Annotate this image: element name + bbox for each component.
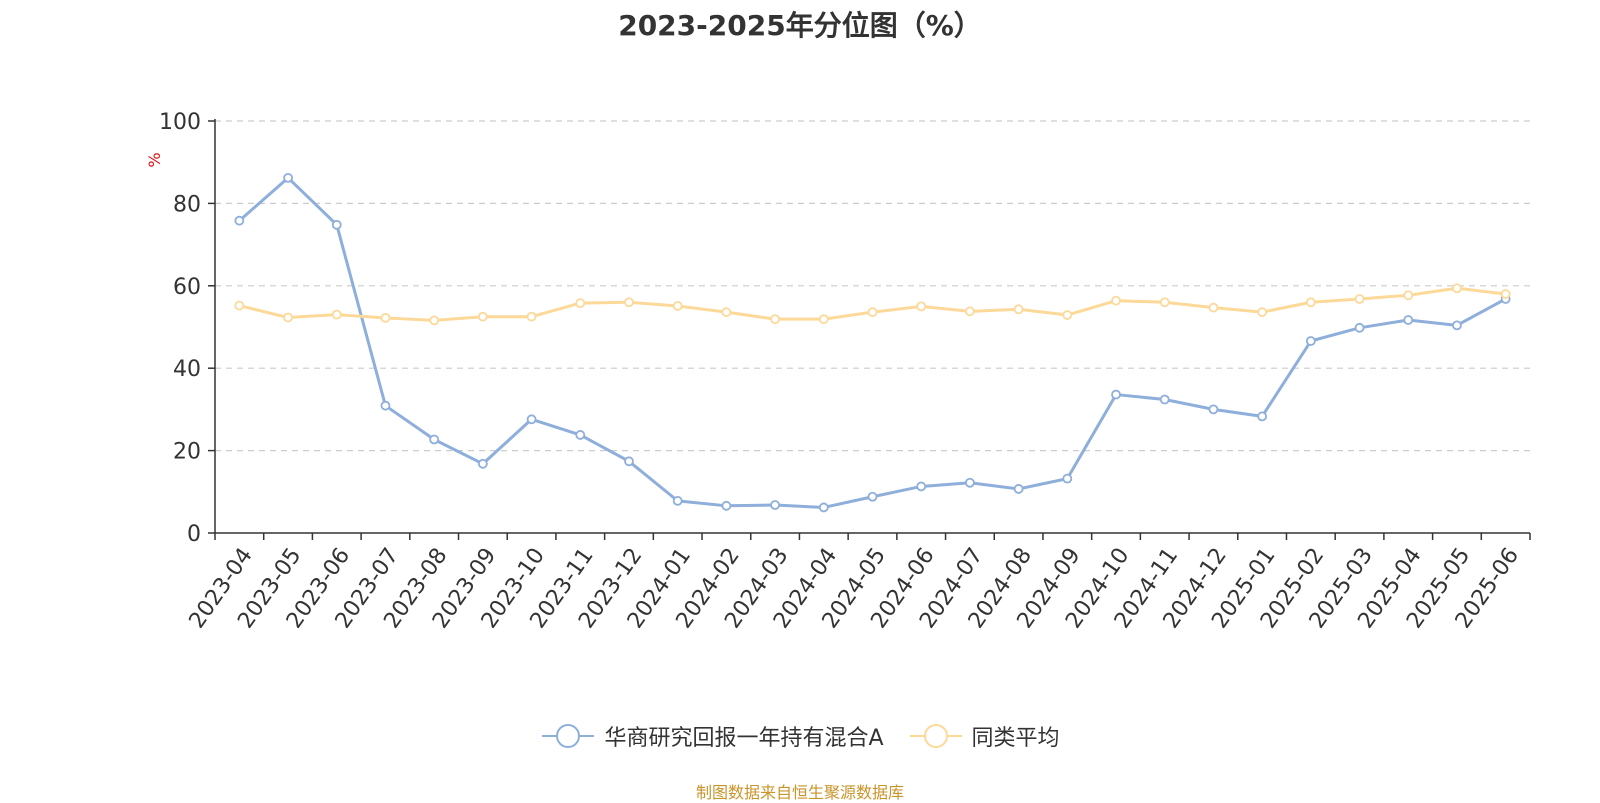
data-point[interactable]	[1354, 322, 1365, 333]
data-point[interactable]	[1500, 289, 1511, 299]
data-point[interactable]	[429, 434, 440, 445]
data-point[interactable]	[1208, 302, 1219, 313]
data-point[interactable]	[624, 456, 634, 467]
data-point[interactable]	[672, 495, 683, 506]
data-point[interactable]	[1257, 411, 1268, 422]
legend-label-series-1: 华商研究回报一年持有混合A	[604, 726, 884, 751]
data-point[interactable]	[916, 481, 927, 492]
data-point[interactable]	[234, 300, 245, 311]
legend-item-series-2[interactable]: 同类平均	[908, 720, 1060, 752]
data-point[interactable]	[283, 312, 293, 323]
data-point[interactable]	[477, 458, 488, 469]
data-point[interactable]	[526, 414, 537, 425]
data-point[interactable]	[965, 306, 975, 317]
y-tick-label: 0	[187, 522, 201, 547]
data-point[interactable]	[770, 314, 780, 325]
data-point[interactable]	[1257, 307, 1268, 318]
y-axis-label: %	[145, 152, 164, 167]
data-point[interactable]	[1111, 389, 1121, 400]
data-point[interactable]	[380, 313, 391, 323]
legend-label-series-2: 同类平均	[971, 726, 1060, 751]
data-point[interactable]	[1305, 336, 1316, 346]
y-tick-label: 100	[159, 110, 201, 135]
axis-layer: 0204060801002023-042023-052023-062023-07…	[159, 110, 1531, 633]
data-point[interactable]	[1159, 394, 1170, 405]
series-2	[234, 283, 1511, 326]
legend: 华商研究回报一年持有混合A 同类平均	[0, 720, 1600, 752]
data-point[interactable]	[1452, 283, 1462, 294]
data-point[interactable]	[867, 307, 878, 318]
data-point[interactable]	[429, 315, 440, 326]
series-1	[234, 172, 1511, 513]
data-point[interactable]	[1062, 310, 1073, 320]
data-point[interactable]	[1111, 295, 1121, 306]
series-line-1	[238, 176, 1507, 509]
y-tick-label: 20	[173, 440, 201, 465]
data-point[interactable]	[526, 311, 537, 322]
data-point[interactable]	[283, 172, 293, 183]
data-point[interactable]	[916, 301, 927, 312]
data-point[interactable]	[477, 311, 488, 322]
chart-title: 2023-2025年分位图（%）	[618, 9, 982, 42]
data-point[interactable]	[1403, 290, 1414, 301]
legend-item-series-1[interactable]: 华商研究回报一年持有混合A	[540, 720, 884, 752]
data-point[interactable]	[1208, 404, 1219, 415]
data-point[interactable]	[867, 491, 878, 502]
y-tick-label: 80	[173, 192, 201, 217]
data-point[interactable]	[1403, 315, 1414, 325]
data-point[interactable]	[1305, 297, 1316, 308]
data-point[interactable]	[965, 477, 975, 488]
data-point[interactable]	[721, 307, 732, 318]
data-point[interactable]	[380, 400, 391, 411]
data-point[interactable]	[575, 430, 586, 440]
grid-layer	[215, 120, 1530, 452]
y-tick-label: 60	[173, 275, 201, 300]
data-point[interactable]	[1354, 294, 1365, 304]
legend-marker-series-1	[542, 724, 595, 748]
data-point[interactable]	[721, 500, 732, 511]
data-point[interactable]	[1452, 320, 1462, 331]
data-point[interactable]	[1013, 304, 1024, 315]
data-point[interactable]	[818, 502, 829, 513]
legend-marker-series-2	[909, 724, 962, 748]
source-note: 制图数据来自恒生聚源数据库	[695, 783, 904, 802]
data-point[interactable]	[1013, 484, 1024, 494]
data-point[interactable]	[818, 314, 829, 325]
data-point[interactable]	[331, 219, 342, 230]
y-tick-label: 40	[173, 357, 201, 382]
data-point[interactable]	[575, 298, 586, 309]
series-layer	[234, 172, 1511, 513]
data-point[interactable]	[672, 301, 683, 311]
data-point[interactable]	[770, 500, 780, 510]
data-point[interactable]	[624, 297, 634, 308]
data-point[interactable]	[1159, 297, 1170, 308]
data-point[interactable]	[1062, 473, 1073, 484]
data-point[interactable]	[234, 215, 245, 226]
data-point[interactable]	[331, 309, 342, 320]
